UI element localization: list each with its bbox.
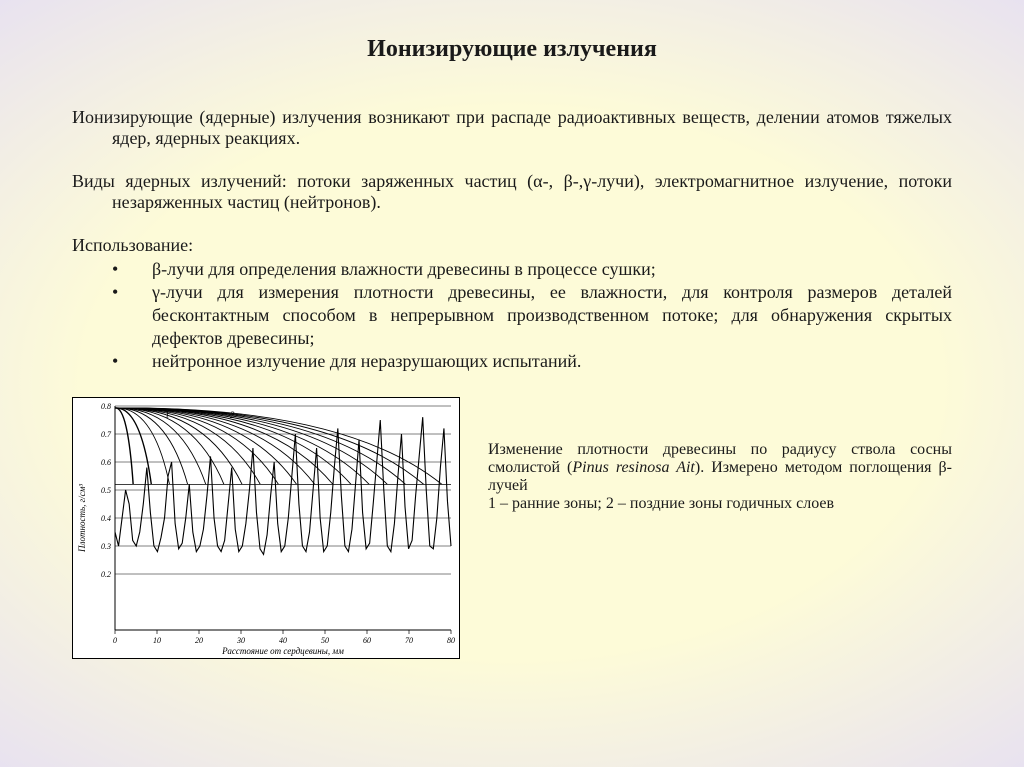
list-item: γ-лучи для измерения плотности древесины… (112, 281, 952, 350)
svg-text:1: 1 (165, 410, 170, 420)
svg-text:30: 30 (236, 636, 245, 645)
svg-text:0.3: 0.3 (101, 542, 111, 551)
chart-caption: Изменение плотности древесины по радиусу… (488, 397, 952, 513)
list-item: нейтронное излучение для неразрушающих и… (112, 350, 952, 373)
svg-text:0.7: 0.7 (101, 430, 112, 439)
svg-text:0.5: 0.5 (101, 486, 111, 495)
caption-line2: 1 – ранние зоны; 2 – поздние зоны годичн… (488, 495, 952, 513)
usage-heading: Использование: (72, 235, 952, 256)
svg-text:80: 80 (447, 636, 455, 645)
svg-text:0.8: 0.8 (101, 402, 111, 411)
svg-text:Расстояние от сердцевины, мм: Расстояние от сердцевины, мм (221, 646, 344, 656)
svg-text:50: 50 (321, 636, 329, 645)
svg-text:2: 2 (230, 410, 235, 420)
svg-text:0: 0 (113, 636, 117, 645)
svg-text:10: 10 (153, 636, 161, 645)
svg-text:20: 20 (195, 636, 203, 645)
svg-text:60: 60 (363, 636, 371, 645)
svg-text:0.4: 0.4 (101, 514, 111, 523)
paragraph-types: Виды ядерных излучений: потоки заряженны… (72, 171, 952, 213)
caption-line1: Изменение плотности древесины по радиусу… (488, 441, 952, 495)
list-item: β-лучи для определения влажности древеси… (112, 258, 952, 281)
paragraph-intro: Ионизирующие (ядерные) излучения возника… (72, 107, 952, 149)
svg-text:0.6: 0.6 (101, 458, 111, 467)
svg-text:40: 40 (279, 636, 287, 645)
page-title: Ионизирующие излучения (72, 36, 952, 63)
usage-list: β-лучи для определения влажности древеси… (72, 258, 952, 373)
svg-text:70: 70 (405, 636, 413, 645)
density-chart: 0.20.30.40.50.60.70.81201020304050607080… (72, 397, 460, 659)
svg-text:Плотность, г/см³: Плотность, г/см³ (77, 484, 87, 553)
svg-text:0.2: 0.2 (101, 570, 111, 579)
